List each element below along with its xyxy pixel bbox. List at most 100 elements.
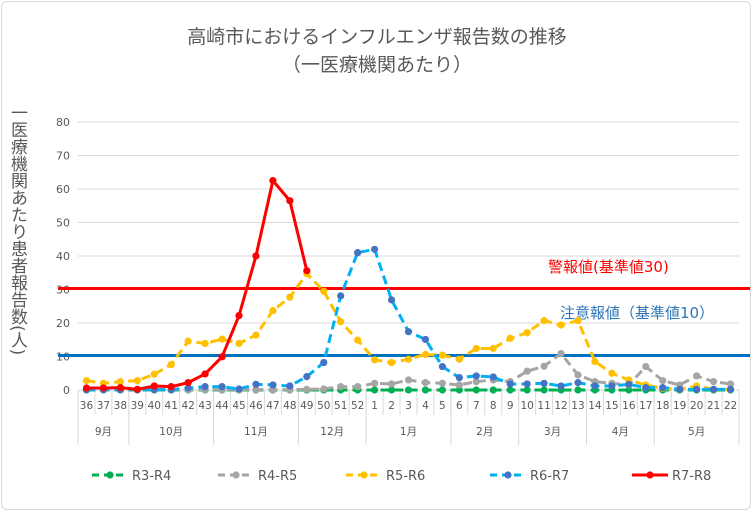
data-point-R6-R7 [303, 373, 311, 381]
x-tick-label: 51 [334, 400, 347, 412]
legend-label: R3-R4 [132, 469, 171, 484]
data-point-R6-R7 [286, 382, 294, 390]
data-point-R6-R7 [557, 382, 565, 390]
data-point-R6-R7 [252, 380, 260, 388]
data-point-R5-R6 [371, 356, 379, 364]
data-point-R6-R7 [625, 380, 633, 388]
data-point-R4-R5 [523, 367, 531, 375]
series-line-R7-R8 [86, 179, 309, 391]
chart-title: 高崎市におけるインフルエンザ報告数の推移 [187, 26, 567, 48]
x-tick-label: 4 [422, 400, 429, 412]
data-point-R7-R8 [99, 384, 108, 392]
data-point-R5-R6 [591, 357, 599, 366]
x-tick-label: 12 [554, 400, 567, 412]
x-tick-label: 48 [283, 400, 296, 412]
data-point-R4-R5 [438, 379, 446, 387]
data-point-R6-R7 [489, 373, 497, 381]
data-point-R7-R8 [116, 384, 124, 392]
data-point-R4-R5 [557, 349, 565, 358]
data-point-R6-R7 [218, 383, 226, 391]
month-label: 1月 [400, 426, 417, 438]
legend-marker [646, 471, 654, 479]
data-point-R7-R8 [218, 353, 226, 361]
data-point-R6-R7 [726, 385, 735, 393]
data-point-R7-R8 [184, 379, 192, 387]
x-tick-label: 52 [351, 400, 364, 412]
x-tick-label: 3 [405, 400, 412, 412]
data-point-R3-R4 [371, 386, 379, 394]
data-point-R4-R5 [387, 380, 396, 388]
x-tick-label: 9 [507, 400, 514, 412]
x-tick-label: 17 [639, 400, 652, 412]
data-point-R4-R5 [709, 378, 718, 386]
data-point-R5-R6 [218, 335, 226, 343]
month-label: 12月 [320, 426, 344, 438]
data-point-R7-R8 [286, 197, 294, 205]
data-point-R5-R6 [167, 360, 175, 369]
data-point-R7-R8 [150, 382, 158, 390]
x-tick-label: 47 [266, 400, 279, 412]
x-tick-label: 43 [198, 400, 211, 412]
data-point-R3-R4 [574, 386, 582, 394]
data-point-R5-R6 [286, 293, 294, 301]
data-point-R5-R6 [235, 339, 243, 348]
data-point-R6-R7 [371, 245, 379, 253]
data-point-R3-R4 [472, 386, 480, 394]
month-label: 9月 [95, 426, 112, 438]
x-tick-label: 40 [148, 400, 161, 412]
legend-label: R6-R7 [530, 469, 569, 484]
data-point-R5-R6 [116, 378, 124, 386]
data-point-R6-R7 [201, 383, 209, 391]
x-tick-label: 38 [114, 400, 127, 412]
x-tick-label: 42 [181, 400, 194, 412]
x-tick-label: 16 [622, 400, 636, 412]
data-point-R5-R6 [252, 331, 260, 339]
data-point-R5-R6 [608, 369, 616, 377]
data-point-R6-R7 [523, 380, 531, 388]
data-point-R5-R6 [540, 317, 548, 325]
data-point-R6-R7 [591, 382, 599, 390]
data-point-R6-R7 [642, 384, 650, 392]
data-point-R3-R4 [421, 386, 430, 394]
data-point-R4-R5 [320, 385, 328, 393]
x-tick-label: 18 [656, 400, 669, 412]
data-point-R5-R6 [557, 321, 565, 329]
data-point-R6-R7 [438, 362, 446, 371]
data-point-R5-R6 [150, 370, 158, 378]
data-point-R7-R8 [252, 252, 260, 260]
data-point-R6-R7 [574, 379, 582, 387]
data-point-R6-R7 [235, 385, 243, 393]
x-tick-label: 5 [439, 400, 446, 412]
x-tick-label: 8 [490, 400, 497, 412]
data-point-R5-R6 [472, 344, 480, 353]
x-tick-label: 6 [456, 400, 463, 412]
data-point-R6-R7 [320, 358, 328, 367]
data-point-R5-R6 [337, 318, 345, 326]
data-point-R6-R7 [184, 384, 192, 392]
data-point-R5-R6 [404, 355, 413, 363]
data-point-R6-R7 [693, 385, 701, 393]
data-point-R7-R8 [82, 384, 91, 392]
data-point-R5-R6 [489, 344, 497, 353]
x-tick-label: 45 [232, 400, 245, 412]
data-point-R5-R6 [320, 287, 328, 295]
legend-label: R5-R6 [386, 469, 425, 484]
x-tick-label: 10 [520, 400, 533, 412]
x-tick-label: 14 [588, 400, 602, 412]
x-tick-label: 39 [131, 400, 144, 412]
data-point-R4-R5 [354, 383, 362, 391]
y-tick-label: 50 [56, 217, 70, 230]
data-point-R6-R7 [387, 296, 396, 304]
legend-label: R7-R8 [672, 469, 711, 484]
x-tick-label: 15 [605, 400, 618, 412]
data-point-R3-R4 [625, 386, 633, 394]
x-tick-label: 21 [707, 400, 720, 412]
data-point-R4-R5 [404, 376, 413, 384]
x-tick-label: 36 [80, 400, 94, 412]
month-label: 11月 [244, 426, 268, 438]
y-tick-label: 70 [56, 150, 70, 163]
data-point-R5-R6 [201, 339, 209, 348]
data-point-R4-R5 [455, 381, 463, 389]
data-point-R5-R6 [133, 377, 141, 385]
